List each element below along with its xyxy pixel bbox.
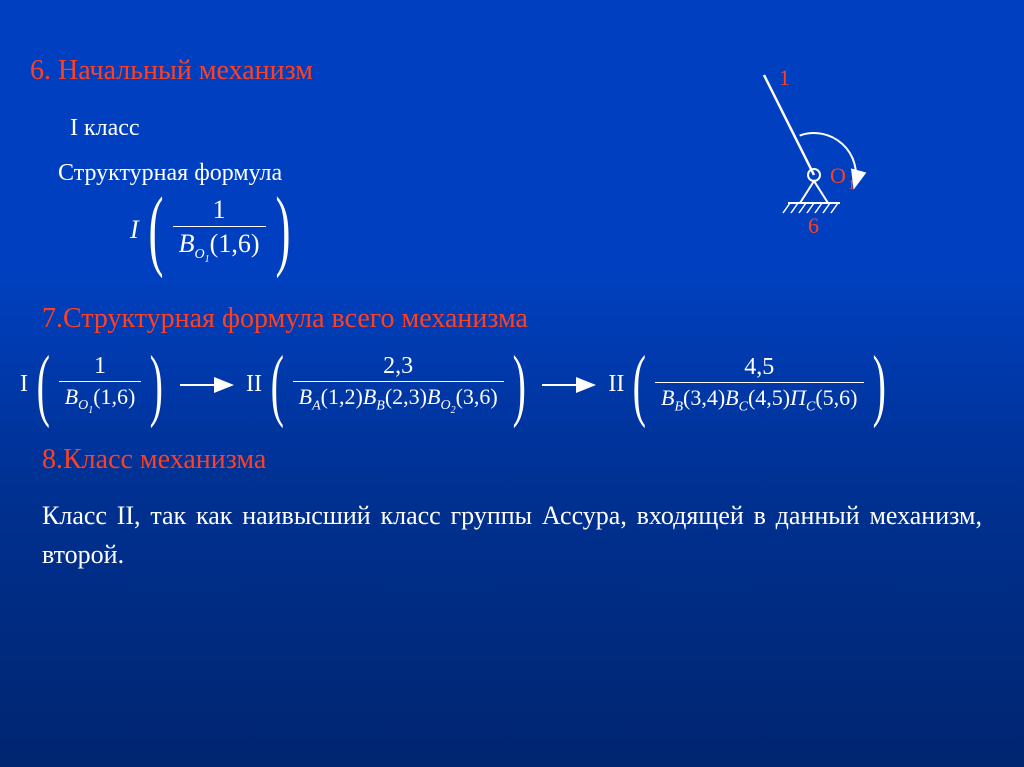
- pivot-label: O: [830, 163, 846, 188]
- section-8-title: 8.Класс механизма: [42, 444, 994, 476]
- numerator: 1: [88, 353, 112, 381]
- denom-sub: A: [312, 398, 321, 413]
- denom-sub: O2: [440, 398, 455, 413]
- left-paren: (: [37, 357, 50, 413]
- denom-args: (1,2): [321, 384, 363, 409]
- denominator: BO1(1,6): [59, 381, 142, 416]
- hatch-line: [791, 203, 798, 213]
- denominator: BB(3,4)BC(4,5)ПC(5,6): [655, 382, 864, 415]
- numerator: 4,5: [738, 354, 780, 382]
- denom-sub: B: [674, 399, 683, 414]
- link-label: 1: [779, 65, 790, 90]
- denom-args: (3,6): [456, 384, 498, 409]
- link-line: [764, 75, 814, 175]
- arrow-icon: [178, 375, 238, 395]
- denom-base: B: [299, 384, 312, 409]
- hatch-line: [815, 203, 822, 213]
- numerator: 2,3: [377, 353, 419, 381]
- denom-args: (2,3): [385, 384, 427, 409]
- section-7-title: 7.Структурная формула всего механизма: [42, 303, 994, 335]
- denom-sub: O: [195, 247, 205, 262]
- mechanism-diagram: 1O16: [694, 60, 914, 260]
- full-formula-row: I ( 1 BO1(1,6) ) II ( 2,3 BA(1,2)BB(2,3)…: [20, 353, 994, 416]
- left-paren: (: [271, 357, 284, 413]
- denom-sub: C: [739, 399, 748, 414]
- denominator: BA(1,2)BB(2,3)BO2(3,6): [293, 381, 504, 416]
- denom-base: B: [725, 385, 738, 410]
- ground-triangle: [800, 181, 828, 203]
- right-paren: ): [275, 198, 290, 261]
- denom-base: B: [65, 384, 78, 409]
- numerator: 1: [207, 195, 232, 226]
- denom-sub: C: [806, 399, 815, 414]
- formula-prefix: I: [130, 215, 139, 245]
- formula-group: II ( 2,3 BA(1,2)BB(2,3)BO2(3,6) ): [246, 353, 532, 416]
- group-prefix: I: [20, 371, 28, 398]
- denom-args: (3,4): [683, 385, 725, 410]
- fraction: 1 BO1(1,6): [59, 353, 142, 416]
- group-prefix: II: [608, 371, 624, 398]
- left-paren: (: [633, 357, 646, 413]
- denom-args: (1,6): [93, 384, 135, 409]
- fraction: 4,5 BB(3,4)BC(4,5)ПC(5,6): [655, 354, 864, 415]
- hatch-line: [799, 203, 806, 213]
- denom-sub: B: [376, 398, 385, 413]
- denom-base: П: [790, 385, 806, 410]
- fraction: 1 BO1(1,6): [173, 195, 266, 265]
- hatch-line: [783, 203, 790, 213]
- right-paren: ): [872, 357, 885, 413]
- denom-base: B: [179, 229, 195, 258]
- arrow-icon: [540, 375, 600, 395]
- denom-args: (5,6): [815, 385, 857, 410]
- denom-base: B: [427, 384, 440, 409]
- fraction: 2,3 BA(1,2)BB(2,3)BO2(3,6): [293, 353, 504, 416]
- right-paren: ): [512, 357, 525, 413]
- left-paren: (: [148, 198, 163, 261]
- group-prefix: II: [246, 371, 262, 398]
- hatch-line: [823, 203, 830, 213]
- hatch-line: [807, 203, 814, 213]
- hatch-line: [831, 203, 838, 213]
- formula-group: I ( 1 BO1(1,6) ): [20, 353, 170, 416]
- section-8-text: Класс II, так как наивысший класс группы…: [30, 496, 994, 574]
- ground-label: 6: [808, 213, 819, 238]
- pivot-sub: 1: [848, 178, 855, 193]
- right-paren: ): [150, 357, 163, 413]
- formula-group: II ( 4,5 BB(3,4)BC(4,5)ПC(5,6) ): [608, 354, 892, 415]
- denom-base: B: [363, 384, 376, 409]
- denom-args: (4,5): [748, 385, 790, 410]
- denom-sub: O1: [78, 398, 93, 413]
- denom-base: B: [661, 385, 674, 410]
- denom-args: (1,6): [210, 229, 260, 258]
- denominator: BO1(1,6): [173, 226, 266, 265]
